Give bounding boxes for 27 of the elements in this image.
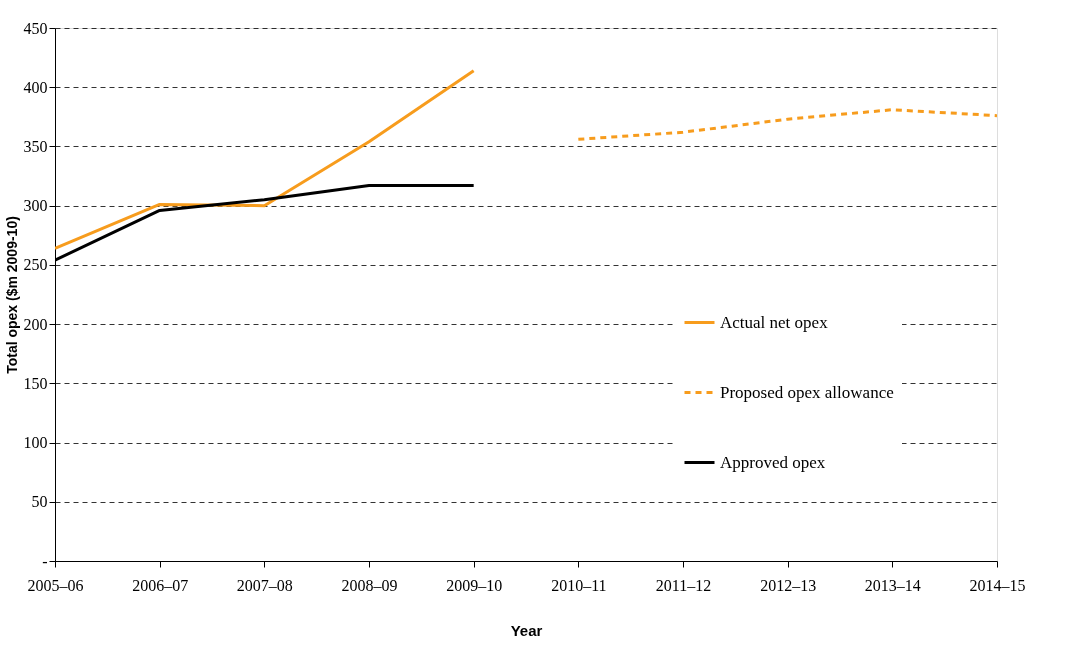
x-tick-label: 2010–11 (551, 576, 607, 594)
y-axis-title: Total opex ($m 2009-10) (3, 216, 20, 374)
x-tick-label: 2014–15 (969, 576, 1026, 594)
y-tick-label: 100 (23, 434, 48, 452)
x-tick-label: 2011–12 (655, 576, 712, 594)
y-tick-label: 250 (23, 256, 48, 274)
y-tick-label: 50 (31, 493, 48, 511)
line-series (576, 108, 997, 141)
x-tick-label: 2005–06 (27, 576, 84, 594)
x-tick-label: 2009–10 (446, 576, 503, 594)
legend-label: Proposed opex allowance (720, 382, 894, 402)
y-tick-label: - (42, 552, 48, 570)
x-tick-label: 2008–09 (341, 576, 398, 594)
x-tick-label: 2006–07 (132, 576, 189, 594)
y-tick-label: 150 (23, 374, 48, 392)
x-tick-label: 2007–08 (236, 576, 293, 594)
x-tick-label: 2012–13 (760, 576, 817, 594)
x-axis-title: Year (510, 621, 543, 639)
legend-label: Actual net opex (720, 312, 829, 332)
line-series (55, 69, 476, 250)
x-tick-label: 2013–14 (864, 576, 921, 594)
y-tick-label: 200 (23, 315, 48, 333)
y-tick-label: 350 (23, 137, 48, 155)
y-tick-label: 300 (23, 197, 48, 215)
y-tick-label: 400 (23, 78, 48, 96)
legend-label: Approved opex (720, 452, 826, 472)
y-tick-label: 450 (23, 19, 48, 37)
